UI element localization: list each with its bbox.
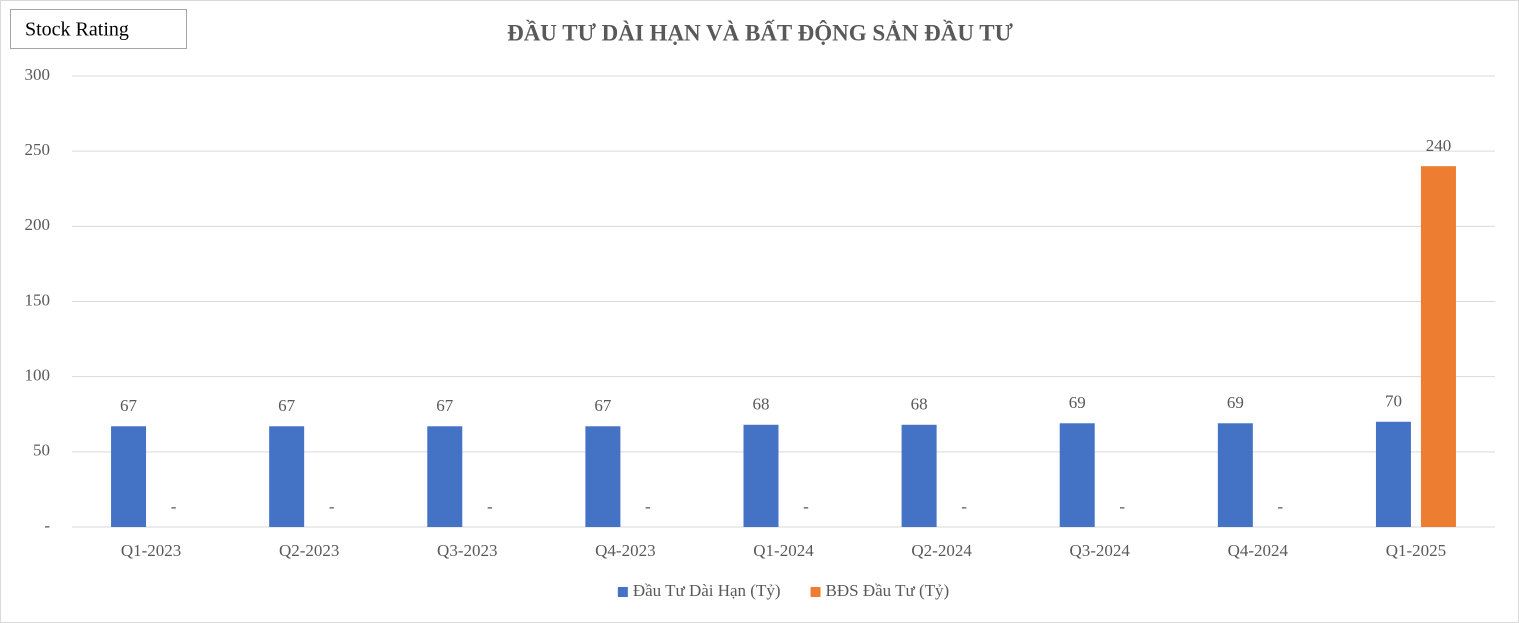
data-label: - — [329, 497, 335, 516]
legend-swatch — [617, 587, 628, 597]
y-tick-label: 50 — [33, 441, 50, 460]
data-label: 70 — [1385, 392, 1402, 411]
bar — [1217, 423, 1253, 527]
y-tick-label: - — [44, 516, 50, 535]
data-label: - — [487, 497, 493, 516]
data-label: - — [171, 497, 177, 516]
legend-swatch — [810, 587, 821, 597]
x-tick-label: Q4-2023 — [595, 541, 655, 560]
x-tick-label: Q4-2024 — [1228, 541, 1289, 560]
y-tick-label: 100 — [25, 366, 51, 385]
data-label: 240 — [1426, 136, 1452, 155]
x-tick-label: Q1-2025 — [1386, 541, 1446, 560]
bar — [1420, 166, 1456, 527]
data-label: - — [961, 497, 967, 516]
bar — [585, 426, 621, 527]
bar — [427, 426, 463, 527]
data-label: - — [1277, 497, 1283, 516]
x-tick-label: Q1-2023 — [121, 541, 181, 560]
bar — [111, 426, 147, 527]
x-tick-label: Q1-2024 — [753, 541, 814, 560]
data-label: 67 — [278, 396, 296, 415]
data-label: - — [803, 497, 809, 516]
data-label: 69 — [1069, 393, 1086, 412]
bar — [269, 426, 305, 527]
legend-label: Đầu Tư Dài Hạn (Tỷ) — [633, 581, 781, 600]
x-tick-label: Q2-2023 — [279, 541, 339, 560]
data-label: 67 — [436, 396, 454, 415]
data-label: 68 — [911, 395, 928, 414]
annotation: Stock Rating — [25, 19, 129, 41]
data-label: 68 — [753, 395, 770, 414]
data-label: 67 — [120, 396, 138, 415]
bar — [1375, 421, 1411, 527]
bar — [901, 424, 937, 527]
bar — [1059, 423, 1095, 527]
data-label: - — [645, 497, 651, 516]
y-tick-label: 250 — [25, 140, 51, 159]
y-tick-label: 300 — [25, 65, 51, 84]
y-tick-label: 150 — [25, 290, 51, 309]
legend-label: BĐS Đầu Tư (Tỷ) — [826, 581, 950, 600]
annotation-box — [10, 9, 187, 49]
chart-title: ĐẦU TƯ DÀI HẠN VÀ BẤT ĐỘNG SẢN ĐẦU TƯ — [507, 19, 1014, 45]
bar — [743, 424, 779, 527]
x-tick-label: Q2-2024 — [911, 541, 972, 560]
y-tick-label: 200 — [25, 215, 51, 234]
data-label: 67 — [594, 396, 612, 415]
data-label: 69 — [1227, 393, 1244, 412]
x-tick-label: Q3-2024 — [1069, 541, 1130, 560]
x-tick-label: Q3-2023 — [437, 541, 497, 560]
data-label: - — [1119, 497, 1125, 516]
